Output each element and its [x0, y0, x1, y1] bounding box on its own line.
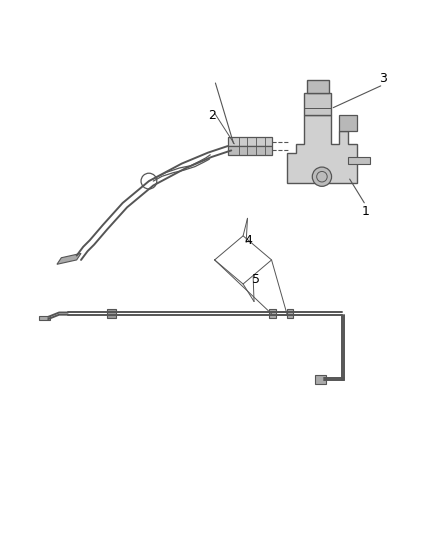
Polygon shape	[228, 146, 272, 155]
Polygon shape	[107, 310, 116, 318]
Polygon shape	[287, 115, 357, 183]
Text: 1: 1	[362, 205, 370, 218]
Polygon shape	[348, 157, 370, 164]
Polygon shape	[307, 80, 328, 93]
Text: 4: 4	[245, 233, 253, 247]
Polygon shape	[228, 138, 272, 146]
Polygon shape	[287, 310, 293, 318]
Text: 5: 5	[252, 273, 260, 286]
Polygon shape	[269, 310, 276, 318]
Polygon shape	[39, 316, 50, 320]
Circle shape	[312, 167, 332, 187]
Polygon shape	[315, 375, 326, 384]
Polygon shape	[57, 253, 81, 264]
Polygon shape	[304, 93, 331, 115]
Polygon shape	[339, 115, 357, 131]
Text: 3: 3	[379, 71, 387, 85]
Text: 2: 2	[208, 109, 216, 122]
